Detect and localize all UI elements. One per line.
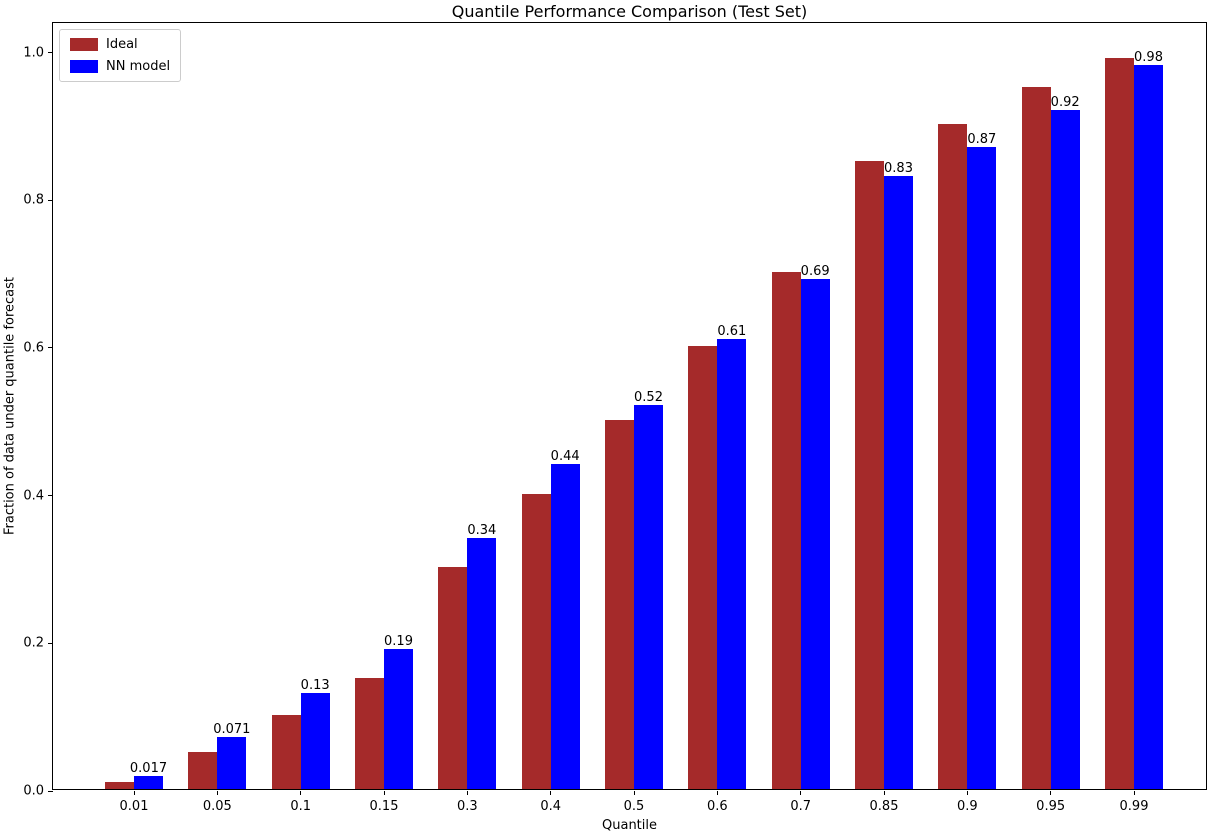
x-tick-label: 0.01 (119, 799, 149, 814)
y-tick-label: 0.8 (23, 192, 44, 208)
bar (1134, 65, 1163, 789)
bar-value-label: 0.92 (1050, 94, 1080, 110)
bar (634, 405, 663, 789)
bar (271, 715, 301, 789)
x-tick (883, 791, 885, 795)
x-tick (216, 791, 218, 795)
x-tick-label: 0.7 (790, 799, 811, 814)
y-tick (48, 52, 53, 54)
x-tick (800, 791, 802, 795)
x-tick (633, 791, 635, 795)
y-tick (48, 642, 53, 644)
bar (355, 678, 384, 789)
legend-swatch-ideal (70, 38, 98, 51)
bar (605, 419, 634, 789)
x-tick (133, 791, 135, 795)
y-tick-label: 0.2 (23, 635, 44, 651)
y-tick-label: 0.4 (23, 488, 44, 504)
bar (800, 279, 830, 789)
bar-value-label: 0.83 (884, 161, 913, 177)
x-tick-label: 0.95 (1036, 799, 1066, 814)
legend-swatch-nn-model (70, 60, 98, 73)
x-tick (966, 791, 968, 795)
bar (550, 464, 580, 789)
bar (855, 161, 884, 789)
x-tick (466, 791, 468, 795)
x-tick-label: 0.9 (956, 799, 978, 814)
y-tick-label: 0.6 (23, 340, 44, 356)
bar (771, 272, 801, 789)
legend-label: Ideal (106, 37, 138, 52)
x-tick-label: 0.4 (540, 799, 561, 814)
bar (438, 567, 468, 789)
bar-value-label: 0.69 (800, 264, 830, 280)
bar (467, 537, 497, 789)
bar (688, 345, 718, 789)
y-tick (48, 347, 53, 349)
bar (300, 693, 330, 789)
x-tick-label: 0.15 (369, 799, 399, 814)
bar (105, 781, 134, 789)
bar (134, 776, 163, 789)
x-tick (383, 791, 385, 795)
x-tick-label: 0.3 (456, 799, 478, 814)
x-tick (1133, 791, 1135, 795)
x-tick-label: 0.5 (623, 799, 645, 814)
bar (1050, 109, 1080, 789)
x-tick-label: 0.85 (869, 799, 899, 814)
bar-value-label: 0.61 (717, 323, 747, 339)
y-tick (48, 790, 53, 792)
bar (938, 124, 968, 789)
bar (188, 752, 218, 789)
bar (717, 338, 747, 789)
y-tick (48, 199, 53, 201)
legend-label: NN model (106, 59, 171, 74)
bar (384, 648, 413, 789)
y-tick-label: 0.0 (23, 783, 44, 799)
bar (521, 493, 551, 789)
x-tick (1050, 791, 1052, 795)
y-tick (48, 495, 53, 497)
plot-area: Ideal NN model 0.0 0.2 0.4 0.6 0.8 1.0 0.01 0.01… (23, 22, 1207, 814)
y-axis-label: Fraction of data under quantile forecast (2, 276, 18, 536)
bar-value-label: 0.44 (550, 449, 580, 465)
bar (217, 736, 247, 789)
bar (1021, 87, 1051, 789)
bar (967, 146, 997, 789)
x-tick-label: 0.99 (1119, 799, 1149, 814)
legend-entry: Ideal (70, 37, 170, 52)
x-axis-label: Quantile (602, 818, 657, 833)
bar (884, 176, 913, 789)
y-tick-label: 1.0 (23, 45, 44, 61)
legend-entry: NN model (70, 59, 170, 74)
legend: Ideal NN model (59, 29, 182, 82)
bar-value-label: 0.071 (213, 721, 251, 737)
x-tick (550, 791, 552, 795)
bar-value-label: 0.017 (129, 761, 168, 777)
x-tick-label: 0.1 (290, 799, 311, 814)
x-tick (716, 791, 718, 795)
bar-value-label: 0.34 (467, 522, 497, 538)
bar (1105, 57, 1134, 789)
bar-value-label: 0.19 (384, 633, 413, 649)
x-tick-label: 0.05 (202, 799, 232, 814)
x-tick (300, 791, 302, 795)
bar-value-label: 0.87 (967, 131, 997, 147)
bar-value-label: 0.52 (634, 390, 663, 405)
x-tick-label: 0.6 (706, 799, 728, 814)
bar-value-label: 0.98 (1134, 50, 1163, 66)
chart-title: Quantile Performance Comparison (Test Se… (451, 2, 808, 21)
bar-value-label: 0.13 (300, 678, 330, 693)
